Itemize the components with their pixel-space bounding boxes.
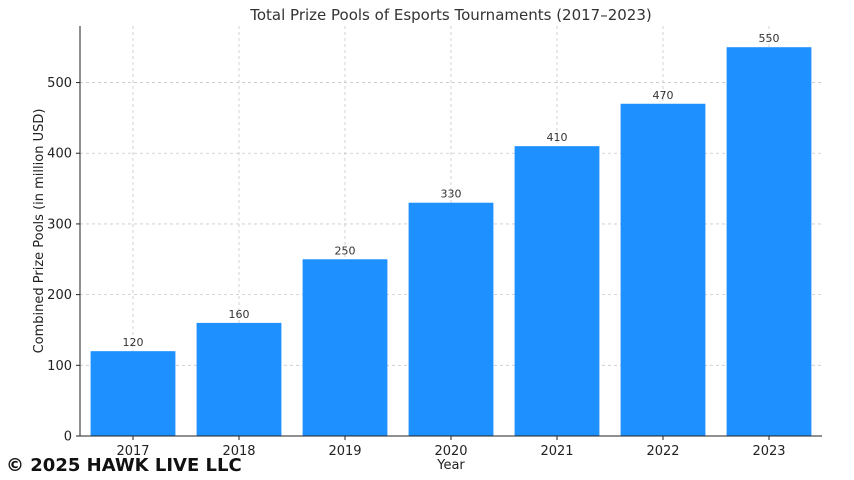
data-label-2019: 250 <box>335 244 356 257</box>
x-tick-label: 2020 <box>434 444 467 459</box>
data-label-2021: 410 <box>547 131 568 144</box>
x-axis-label: Year <box>436 458 465 473</box>
data-label-2022: 470 <box>653 89 674 102</box>
bar-2017 <box>90 351 176 436</box>
axes: 0 100 200 300 400 500 2017 2018 2019 2020 2021 2022… <box>47 26 822 459</box>
data-labels: 120 160 250 330 410 470 550 <box>123 32 780 349</box>
bar-2018 <box>196 322 282 436</box>
copyright-watermark: © 2025 HAWK LIVE LLC <box>6 455 242 476</box>
x-tick-label: 2023 <box>752 444 785 459</box>
bar-2019 <box>302 259 388 436</box>
bar-2021 <box>514 146 600 436</box>
bar-2020 <box>408 202 494 436</box>
y-tick-label: 300 <box>47 217 72 232</box>
data-label-2018: 160 <box>229 308 250 321</box>
x-tick-label: 2019 <box>328 444 361 459</box>
bar-2023 <box>726 47 812 436</box>
y-tick-label: 100 <box>47 359 72 374</box>
x-tick-label: 2022 <box>646 444 679 459</box>
y-axis-label: Combined Prize Pools (in million USD) <box>32 109 47 354</box>
x-tick-label: 2017 <box>116 444 149 459</box>
data-label-2023: 550 <box>759 32 780 45</box>
chart-title: Total Prize Pools of Esports Tournaments… <box>249 6 652 24</box>
y-tick-label: 500 <box>47 76 72 91</box>
x-tick-label: 2021 <box>540 444 573 459</box>
y-tick-label: 200 <box>47 288 72 303</box>
bars <box>90 47 812 437</box>
data-label-2017: 120 <box>123 336 144 349</box>
y-tick-label: 400 <box>47 147 72 162</box>
y-tick-label: 0 <box>64 430 72 445</box>
x-tick-label: 2018 <box>222 444 255 459</box>
bar-2022 <box>620 103 706 437</box>
data-label-2020: 330 <box>441 188 462 201</box>
